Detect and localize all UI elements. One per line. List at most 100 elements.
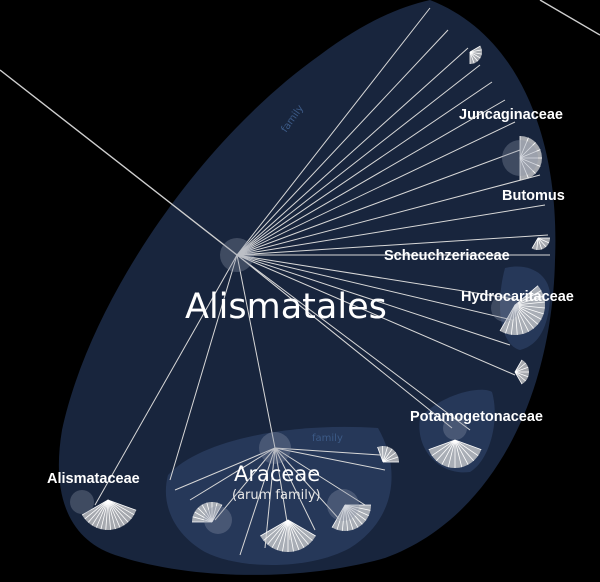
- branch-line: [274, 447, 341, 521]
- araceae-region[interactable]: [165, 426, 392, 566]
- branch-line: [236, 254, 513, 321]
- leaf-line: [537, 237, 547, 248]
- leaf-line: [382, 456, 399, 463]
- leaf-line: [344, 504, 369, 516]
- branch-line: [94, 254, 238, 506]
- leaf-line: [505, 304, 516, 334]
- leaf-fan: [500, 285, 546, 336]
- leaf-line: [107, 499, 125, 526]
- family-label-scheuchzeriaceae[interactable]: Scheuchzeriaceae: [384, 248, 510, 264]
- leaf-line: [454, 439, 475, 462]
- leaf-line: [206, 502, 213, 523]
- leaf-line: [514, 366, 529, 373]
- leaf-line: [454, 439, 479, 456]
- leaf-line: [192, 516, 213, 523]
- leaf-line: [514, 371, 523, 385]
- node-marker: [220, 238, 254, 272]
- branch-line: [236, 64, 481, 256]
- leaf-line: [287, 519, 300, 551]
- branch-line: [236, 204, 546, 256]
- branch-line: [236, 121, 516, 256]
- branch-line: [214, 447, 276, 521]
- leaf-line: [382, 448, 393, 463]
- branch-line: [174, 447, 276, 491]
- leaf-line: [469, 45, 481, 53]
- leaf-line: [514, 285, 539, 306]
- branch-line: [236, 254, 471, 431]
- leaf-line: [267, 519, 289, 545]
- leaf-line: [197, 507, 213, 523]
- family-label-alismataceae[interactable]: Alismataceae: [47, 471, 140, 487]
- branch-line: [236, 99, 506, 256]
- leaf-line: [454, 439, 469, 465]
- leaf-line: [514, 371, 529, 378]
- leaf-line: [469, 51, 481, 59]
- leaf-line: [282, 519, 289, 552]
- leaf-line: [382, 452, 397, 463]
- leaf-line: [519, 157, 541, 167]
- leaf-line: [514, 304, 530, 332]
- leaf-line: [514, 304, 518, 335]
- branch-line: [236, 174, 541, 256]
- leaf-line: [211, 504, 223, 523]
- leaf-line: [95, 499, 109, 528]
- leaf-line: [107, 499, 137, 511]
- leaf-line: [447, 439, 456, 468]
- leaf-line: [344, 504, 367, 521]
- branch-line: [274, 447, 366, 506]
- leaf-line: [519, 149, 541, 159]
- node-marker: [204, 506, 232, 534]
- leaf-line: [499, 304, 516, 332]
- family-label-butomus[interactable]: Butomus: [502, 188, 565, 204]
- clade-label-araceae[interactable]: Araceae: [234, 462, 320, 486]
- branch-lines: [94, 7, 550, 556]
- leaf-line: [536, 237, 539, 250]
- branch-line: [236, 7, 431, 256]
- branch-line: [236, 47, 469, 256]
- node-markers: [70, 140, 538, 534]
- leaf-line: [107, 499, 116, 530]
- leaf-line: [431, 439, 456, 456]
- family-label-hydrocaritaceae[interactable]: Hydrocaritaceae: [461, 289, 574, 305]
- leaf-line: [469, 49, 482, 53]
- leaf-line: [194, 511, 213, 523]
- leaf-line: [287, 519, 294, 552]
- leaf-line: [514, 304, 542, 320]
- clade-label-alismatales[interactable]: Alismatales: [185, 287, 387, 327]
- leaf-line: [514, 290, 542, 306]
- leaf-line: [107, 499, 135, 516]
- leaf-line: [514, 295, 544, 306]
- leaf-line: [341, 504, 346, 531]
- branch-line: [236, 254, 511, 346]
- leaf-line: [514, 304, 535, 329]
- node-marker: [327, 489, 359, 521]
- leaf-line: [537, 237, 550, 244]
- branch-line: [236, 254, 516, 376]
- leaf-fans: [81, 45, 550, 552]
- leaf-line: [100, 499, 109, 530]
- leaf-line: [382, 446, 388, 463]
- branch-line: [236, 234, 549, 256]
- leaf-line: [287, 519, 313, 541]
- leaf-line: [514, 359, 523, 373]
- leaf-line: [514, 304, 545, 309]
- leaf-line: [514, 362, 526, 373]
- leaf-line: [287, 519, 305, 548]
- branch-line: [274, 447, 316, 531]
- leaf-line: [107, 499, 112, 530]
- leaf-line: [469, 51, 482, 55]
- leaf-line: [514, 304, 539, 325]
- family-label-juncaginaceae[interactable]: Juncaginaceae: [459, 107, 563, 123]
- incoming-branch-right: [539, 0, 600, 36]
- node-marker: [502, 140, 538, 176]
- leaf-line: [287, 519, 316, 537]
- node-marker: [491, 294, 519, 322]
- branch-line: [236, 81, 493, 256]
- branch-line: [239, 447, 276, 556]
- branch-line: [189, 447, 276, 501]
- leaf-line: [260, 519, 289, 537]
- family-label-potamogetonaceae[interactable]: Potamogetonaceae: [410, 409, 543, 425]
- leaf-line: [105, 499, 109, 530]
- leaf-line: [107, 499, 121, 528]
